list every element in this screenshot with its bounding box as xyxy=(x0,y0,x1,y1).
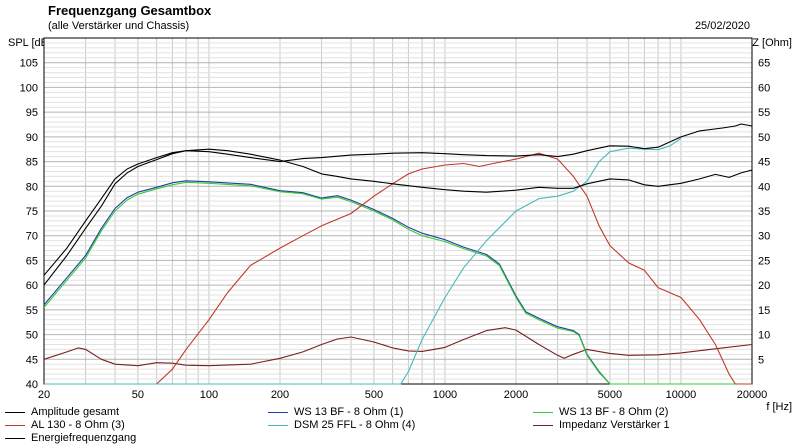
y-axis-label-left: SPL [dB] xyxy=(8,37,52,49)
legend-label: Impedanz Verstärker 1 xyxy=(559,419,670,431)
y-tick-label: 85 xyxy=(26,157,38,169)
x-tick-label: 50 xyxy=(132,389,144,400)
legend-item-dsm25: DSM 25 FFL - 8 Ohm (4) xyxy=(268,419,415,431)
y2-tick-label: 25 xyxy=(758,255,770,267)
y-tick-label: 75 xyxy=(26,206,38,218)
y2-tick-label: 60 xyxy=(758,82,770,94)
x-tick-label: 20 xyxy=(38,389,50,400)
y-tick-label: 65 xyxy=(26,255,38,267)
y-tick-label: 55 xyxy=(26,305,38,317)
x-tick-label: 20000 xyxy=(737,389,768,400)
legend-swatch xyxy=(268,411,288,413)
series-line-0 xyxy=(43,123,753,276)
x-tick-label: 100 xyxy=(200,389,218,400)
y2-tick-label: 40 xyxy=(758,181,770,193)
legend-label: Amplitude gesamt xyxy=(31,406,120,418)
legend-label: DSM 25 FFL - 8 Ohm (4) xyxy=(294,419,416,431)
legend-item-amplitude-gesamt: Amplitude gesamt xyxy=(5,406,119,418)
legend-item-ws13-1: WS 13 BF - 8 Ohm (1) xyxy=(268,406,403,418)
y-axis-label-right: Z [Ohm] xyxy=(752,37,792,49)
series-line-1 xyxy=(43,148,753,286)
y2-tick-label: 50 xyxy=(758,132,770,144)
y-tick-label: 70 xyxy=(26,231,38,243)
legend-item-ws13-2: WS 13 BF - 8 Ohm (2) xyxy=(533,406,668,418)
legend-label: Energiefrequenzgang xyxy=(31,432,137,444)
y2-tick-label: 5 xyxy=(758,354,764,366)
legend: Amplitude gesamt WS 13 BF - 8 Ohm (1) WS… xyxy=(0,400,800,445)
y-tick-label: 100 xyxy=(20,82,38,94)
legend-swatch xyxy=(5,437,25,439)
y-tick-label: 90 xyxy=(26,132,38,144)
legend-swatch xyxy=(533,424,553,426)
y-tick-label: 50 xyxy=(26,330,38,342)
legend-label: WS 13 BF - 8 Ohm (2) xyxy=(559,406,669,418)
y-tick-label: 40 xyxy=(26,379,38,391)
chart-subtitle: (alle Verstärker und Chassis) xyxy=(48,20,190,32)
x-axis-label: f [Hz] xyxy=(766,401,792,413)
series-line-4 xyxy=(44,152,752,385)
x-tick-label: 500 xyxy=(365,389,383,400)
y2-tick-label: 30 xyxy=(758,231,770,243)
legend-item-al130: AL 130 - 8 Ohm (3) xyxy=(5,419,125,431)
chart-title: Frequenzgang Gesamtbox xyxy=(48,3,212,18)
chart-date: 25/02/2020 xyxy=(694,20,750,32)
x-tick-label: 5000 xyxy=(598,389,622,400)
y2-tick-label: 20 xyxy=(758,280,770,292)
legend-swatch xyxy=(5,411,25,413)
x-tick-label: 1000 xyxy=(433,389,457,400)
y-tick-label: 45 xyxy=(26,354,38,366)
y2-tick-label: 65 xyxy=(758,58,770,70)
x-tick-label: 10000 xyxy=(666,389,697,400)
legend-swatch xyxy=(533,411,553,413)
legend-swatch xyxy=(5,424,25,426)
legend-label: WS 13 BF - 8 Ohm (1) xyxy=(294,406,404,418)
y2-tick-label: 45 xyxy=(758,157,770,169)
y-tick-label: 105 xyxy=(20,58,38,70)
y2-tick-label: 15 xyxy=(758,305,770,317)
y2-tick-label: 10 xyxy=(758,330,770,342)
series-line-2 xyxy=(43,180,752,385)
x-tick-label: 2000 xyxy=(504,389,528,400)
series-line-3 xyxy=(43,181,752,385)
x-tick-label: 200 xyxy=(271,389,289,400)
y2-tick-label: 35 xyxy=(758,206,770,218)
y2-tick-label: 55 xyxy=(758,107,770,119)
legend-item-impedanz: Impedanz Verstärker 1 xyxy=(533,419,670,431)
legend-item-energiefrequenzgang: Energiefrequenzgang xyxy=(5,432,136,444)
frequency-response-chart: 20 50 100 200 500 1000 2000 5000 10000 20000 40 45 5… xyxy=(20,37,770,400)
y-tick-label: 60 xyxy=(26,280,38,292)
series-line-6 xyxy=(43,327,753,367)
y-tick-label: 95 xyxy=(26,107,38,119)
legend-label: AL 130 - 8 Ohm (3) xyxy=(31,419,125,431)
y-tick-label: 80 xyxy=(26,181,38,193)
legend-swatch xyxy=(268,424,288,426)
